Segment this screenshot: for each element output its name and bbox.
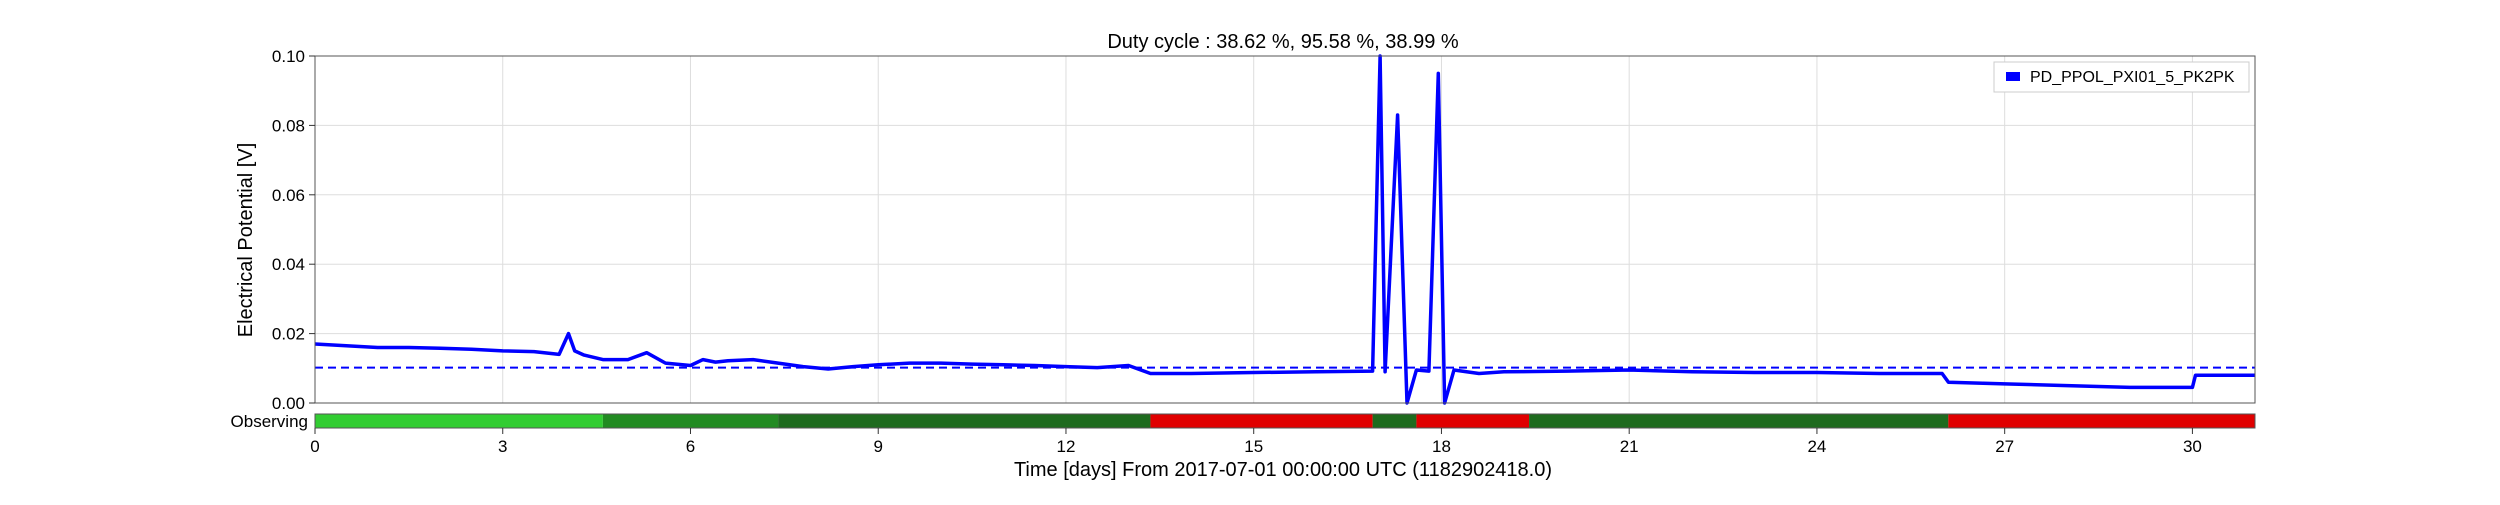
plot-frame [314, 55, 2256, 404]
y-tick-label: 0.04 [272, 255, 305, 274]
legend-box [1993, 61, 2250, 93]
x-tick-label: 9 [873, 437, 882, 456]
y-tick-label: 0.06 [272, 186, 305, 205]
tick-layer: 0 3 6 9 12 15 18 21 24 27 30 0.00 0.02 0.04 0.06 0.08 0.… [272, 47, 2202, 456]
state-segment [1416, 414, 1530, 428]
y-tick-label: 0.00 [272, 394, 305, 413]
chart-title: Duty cycle : 38.62 %, 95.58 %, 38.99 % [1107, 31, 1459, 53]
x-tick-label: 15 [1244, 437, 1263, 456]
state-segment [1529, 414, 1949, 428]
state-segment [778, 414, 1151, 428]
y-axis-label: Electrical Potential [V] [235, 143, 257, 338]
x-tick-label: 18 [1432, 437, 1451, 456]
grid-layer [314, 55, 2255, 404]
x-tick-label: 3 [498, 437, 507, 456]
state-segment [602, 414, 779, 428]
state-segment [315, 414, 603, 428]
x-tick-label: 12 [1057, 437, 1076, 456]
x-tick-label: 30 [2183, 437, 2202, 456]
state-bar-frame [314, 413, 2256, 429]
series-layer [314, 54, 2255, 405]
legend-swatch [2006, 72, 2020, 81]
x-tick-label: 24 [1807, 437, 1826, 456]
state-bar [315, 414, 2255, 428]
x-tick-label: 27 [1995, 437, 2014, 456]
state-segment [1150, 414, 1373, 428]
state-segment [1948, 414, 2255, 428]
state-segment [1372, 414, 1417, 428]
legend-entry: PD_PPOL_PXI01_5_PK2PK [2030, 69, 2235, 86]
series-line [314, 54, 2255, 405]
x-tick-label: 21 [1620, 437, 1639, 456]
y-tick-label: 0.02 [272, 325, 305, 344]
legend: PD_PPOL_PXI01_5_PK2PK [1993, 61, 2250, 93]
x-axis-label: Time [days] From 2017-07-01 00:00:00 UTC… [1014, 459, 1552, 481]
state-bar-label: Observing [231, 412, 308, 431]
y-tick-label: 0.08 [272, 116, 305, 135]
x-tick-label: 6 [686, 437, 695, 456]
x-tick-label: 0 [310, 437, 319, 456]
y-tick-label: 0.10 [272, 47, 305, 66]
